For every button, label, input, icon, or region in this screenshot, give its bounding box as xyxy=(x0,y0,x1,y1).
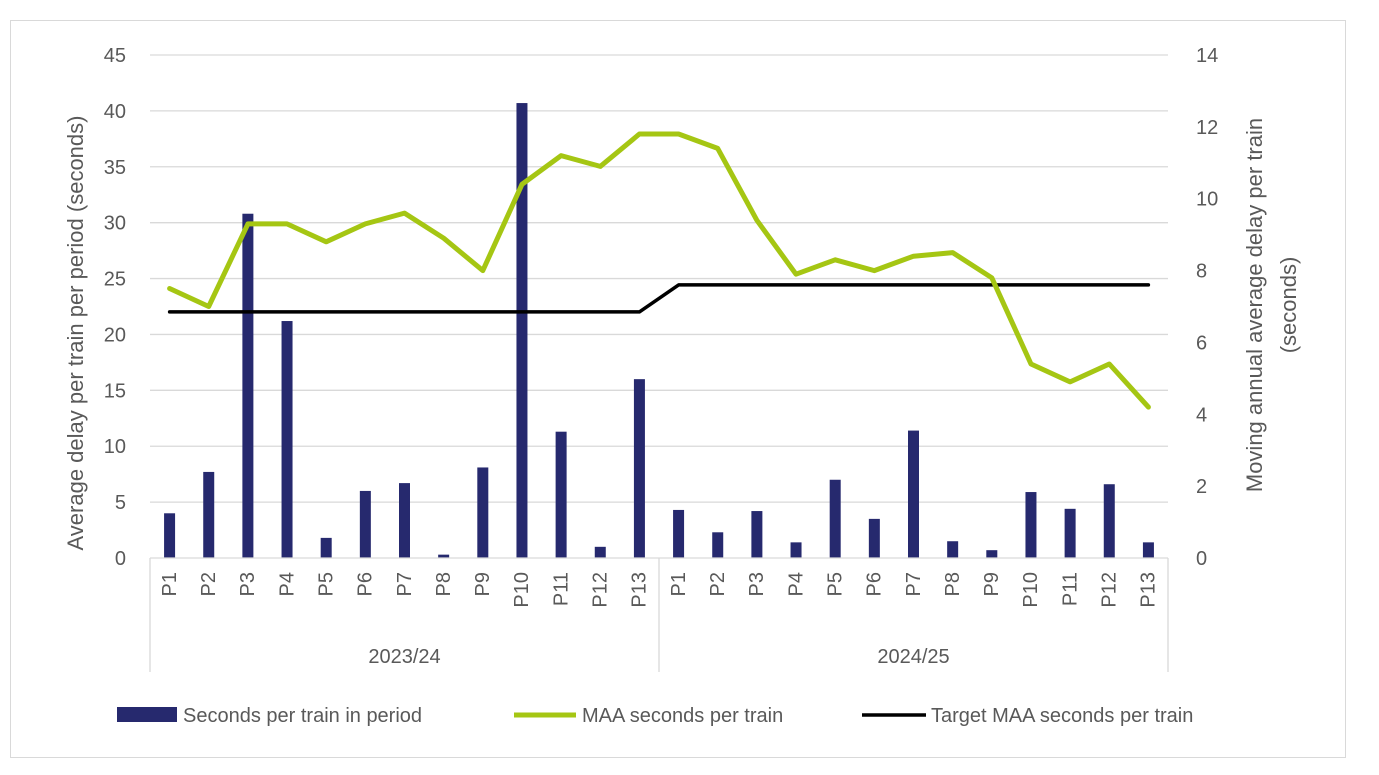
x-tick-label: P3 xyxy=(237,572,259,596)
target-maa-line xyxy=(167,283,1151,314)
x-tick-label: P13 xyxy=(629,572,651,608)
x-tick-label: P2 xyxy=(198,572,220,596)
bar xyxy=(320,537,332,558)
x-tick-label: P7 xyxy=(394,572,416,596)
bar xyxy=(673,509,685,558)
bar xyxy=(281,321,293,558)
bar xyxy=(751,511,763,558)
bar xyxy=(868,518,880,558)
maa-line xyxy=(167,131,1151,410)
right-axis-title-line2: (seconds) xyxy=(1276,257,1301,354)
right-tick-label: 2 xyxy=(1196,476,1207,498)
left-axis-title: Average delay per train per period (seco… xyxy=(63,116,88,551)
bar xyxy=(1142,542,1154,558)
left-tick-label: 5 xyxy=(115,492,126,514)
right-tick-label: 12 xyxy=(1196,117,1218,139)
bar xyxy=(1103,484,1115,558)
left-tick-label: 25 xyxy=(104,269,126,291)
x-axis: P1 P2 P3 P4 P5 P6 P7 P8 P9 P10 P11 P12 P13 P1 P2 P3 P4 P5… xyxy=(149,557,1169,672)
bar xyxy=(947,541,959,558)
right-tick-label: 4 xyxy=(1196,404,1207,426)
bar xyxy=(203,471,215,558)
left-tick-label: 45 xyxy=(104,45,126,67)
x-tick-label: P6 xyxy=(864,572,886,596)
x-tick-label: P11 xyxy=(550,572,572,606)
legend-label-target: Target MAA seconds per train xyxy=(931,705,1193,727)
x-tick-label: P1 xyxy=(668,572,690,596)
bar xyxy=(555,431,567,558)
left-tick-label: 15 xyxy=(104,380,126,402)
x-tick-label: P12 xyxy=(590,572,612,608)
legend: Seconds per train in period MAA seconds … xyxy=(117,705,1193,727)
x-tick-label: P2 xyxy=(707,572,729,596)
left-tick-label: 10 xyxy=(104,436,126,458)
legend-label-maa: MAA seconds per train xyxy=(582,705,783,727)
chart-frame xyxy=(10,20,1346,758)
bar xyxy=(712,532,724,558)
x-tick-label: P3 xyxy=(746,572,768,596)
bar-series xyxy=(164,103,1154,559)
right-tick-label: 0 xyxy=(1196,548,1207,570)
right-tick-label: 10 xyxy=(1196,189,1218,211)
left-axis-ticks: 0 5 10 15 20 25 30 35 40 45 xyxy=(104,45,126,570)
bar xyxy=(516,103,528,558)
left-tick-label: 35 xyxy=(104,157,126,179)
right-axis-title-line1: Moving annual average delay per train xyxy=(1242,118,1267,492)
x-tick-label: P8 xyxy=(433,572,455,596)
x-tick-label: P9 xyxy=(981,572,1003,596)
bar xyxy=(986,550,998,558)
x-tick-label: P4 xyxy=(785,572,807,596)
bar xyxy=(1025,492,1037,558)
x-tick-label: P5 xyxy=(315,572,337,596)
x-tick-label: P10 xyxy=(1020,572,1042,608)
x-tick-label: P4 xyxy=(276,572,298,596)
x-tick-label: P1 xyxy=(159,572,181,596)
bar xyxy=(633,379,645,558)
x-tick-label: P8 xyxy=(942,572,964,596)
bar xyxy=(477,467,489,558)
x-tick-label: P9 xyxy=(472,572,494,596)
bar xyxy=(438,554,450,558)
legend-swatch-bar xyxy=(117,707,177,722)
group-label: 2024/25 xyxy=(877,646,949,668)
group-label: 2023/24 xyxy=(368,646,440,668)
line-series xyxy=(167,131,1151,410)
left-tick-label: 40 xyxy=(104,101,126,123)
right-tick-label: 8 xyxy=(1196,261,1207,283)
x-tick-label: P10 xyxy=(511,572,533,608)
x-tick-label: P11 xyxy=(1059,572,1081,606)
gridlines xyxy=(150,54,1168,503)
bar xyxy=(1064,508,1076,558)
bar xyxy=(594,546,606,558)
left-tick-label: 0 xyxy=(115,548,126,570)
x-tick-label: P13 xyxy=(1138,572,1160,608)
bar xyxy=(359,490,371,558)
bar xyxy=(399,483,410,558)
right-tick-label: 14 xyxy=(1196,45,1218,67)
bar xyxy=(908,430,919,558)
right-tick-label: 6 xyxy=(1196,332,1207,354)
bar xyxy=(242,213,254,559)
bar xyxy=(829,479,841,558)
bar xyxy=(164,513,176,558)
legend-label-bar: Seconds per train in period xyxy=(183,705,422,727)
x-tick-label: P12 xyxy=(1099,572,1121,608)
x-tick-label: P6 xyxy=(355,572,377,596)
left-tick-label: 20 xyxy=(104,324,126,346)
x-tick-label: P5 xyxy=(824,572,846,596)
bar xyxy=(790,542,802,558)
x-tick-label: P7 xyxy=(903,572,925,596)
right-axis-ticks: 0 2 4 6 8 10 12 14 xyxy=(1196,45,1218,570)
left-tick-label: 30 xyxy=(104,213,126,235)
